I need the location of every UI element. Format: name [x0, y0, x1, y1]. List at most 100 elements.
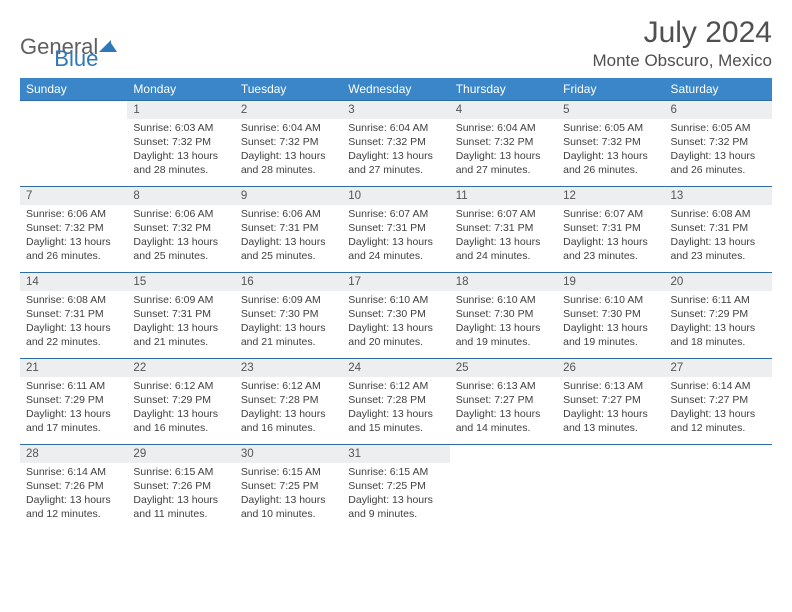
- day-number-cell: 27: [665, 359, 772, 377]
- weekday-header: Monday: [127, 78, 234, 101]
- daylight-line: Daylight: 13 hours and 26 minutes.: [26, 235, 121, 263]
- sunset-line: Sunset: 7:31 PM: [456, 221, 551, 235]
- day-detail-cell: [20, 119, 127, 187]
- daylight-line: Daylight: 13 hours and 19 minutes.: [456, 321, 551, 349]
- daylight-line: Daylight: 13 hours and 12 minutes.: [671, 407, 766, 435]
- daylight-line: Daylight: 13 hours and 18 minutes.: [671, 321, 766, 349]
- day-number-cell: 26: [557, 359, 664, 377]
- day-number-cell: 16: [235, 273, 342, 291]
- weekday-header: Friday: [557, 78, 664, 101]
- day-number-cell: 11: [450, 187, 557, 205]
- day-detail-row: Sunrise: 6:08 AMSunset: 7:31 PMDaylight:…: [20, 291, 772, 359]
- day-number-cell: 4: [450, 101, 557, 119]
- day-detail-row: Sunrise: 6:11 AMSunset: 7:29 PMDaylight:…: [20, 377, 772, 445]
- day-number-row: 78910111213: [20, 187, 772, 205]
- day-detail-cell: Sunrise: 6:07 AMSunset: 7:31 PMDaylight:…: [450, 205, 557, 273]
- day-number-cell: 22: [127, 359, 234, 377]
- day-detail-cell: Sunrise: 6:12 AMSunset: 7:28 PMDaylight:…: [342, 377, 449, 445]
- location-subtitle: Monte Obscuro, Mexico: [592, 51, 772, 71]
- daylight-line: Daylight: 13 hours and 14 minutes.: [456, 407, 551, 435]
- day-number-cell: [557, 445, 664, 463]
- sunrise-line: Sunrise: 6:07 AM: [456, 207, 551, 221]
- day-number-cell: 20: [665, 273, 772, 291]
- sunset-line: Sunset: 7:25 PM: [348, 479, 443, 493]
- title-block: July 2024 Monte Obscuro, Mexico: [592, 16, 772, 71]
- sunset-line: Sunset: 7:31 PM: [133, 307, 228, 321]
- calendar-table: Sunday Monday Tuesday Wednesday Thursday…: [20, 78, 772, 531]
- daylight-line: Daylight: 13 hours and 15 minutes.: [348, 407, 443, 435]
- day-detail-cell: Sunrise: 6:11 AMSunset: 7:29 PMDaylight:…: [665, 291, 772, 359]
- sunset-line: Sunset: 7:32 PM: [133, 221, 228, 235]
- day-detail-cell: Sunrise: 6:05 AMSunset: 7:32 PMDaylight:…: [557, 119, 664, 187]
- day-number-cell: 15: [127, 273, 234, 291]
- sunrise-line: Sunrise: 6:04 AM: [348, 121, 443, 135]
- day-detail-row: Sunrise: 6:14 AMSunset: 7:26 PMDaylight:…: [20, 463, 772, 531]
- day-number-row: 21222324252627: [20, 359, 772, 377]
- sunrise-line: Sunrise: 6:07 AM: [348, 207, 443, 221]
- day-detail-cell: Sunrise: 6:09 AMSunset: 7:30 PMDaylight:…: [235, 291, 342, 359]
- day-detail-cell: Sunrise: 6:09 AMSunset: 7:31 PMDaylight:…: [127, 291, 234, 359]
- day-detail-cell: Sunrise: 6:06 AMSunset: 7:31 PMDaylight:…: [235, 205, 342, 273]
- daylight-line: Daylight: 13 hours and 21 minutes.: [133, 321, 228, 349]
- day-number-cell: 23: [235, 359, 342, 377]
- sunrise-line: Sunrise: 6:10 AM: [456, 293, 551, 307]
- sunrise-line: Sunrise: 6:14 AM: [26, 465, 121, 479]
- daylight-line: Daylight: 13 hours and 22 minutes.: [26, 321, 121, 349]
- day-number-cell: 30: [235, 445, 342, 463]
- daylight-line: Daylight: 13 hours and 13 minutes.: [563, 407, 658, 435]
- sunset-line: Sunset: 7:32 PM: [348, 135, 443, 149]
- day-detail-cell: Sunrise: 6:06 AMSunset: 7:32 PMDaylight:…: [127, 205, 234, 273]
- day-detail-cell: Sunrise: 6:08 AMSunset: 7:31 PMDaylight:…: [665, 205, 772, 273]
- sunrise-line: Sunrise: 6:12 AM: [348, 379, 443, 393]
- sunset-line: Sunset: 7:29 PM: [133, 393, 228, 407]
- sunset-line: Sunset: 7:32 PM: [671, 135, 766, 149]
- day-detail-cell: [557, 463, 664, 531]
- sunset-line: Sunset: 7:25 PM: [241, 479, 336, 493]
- daylight-line: Daylight: 13 hours and 9 minutes.: [348, 493, 443, 521]
- day-detail-cell: Sunrise: 6:13 AMSunset: 7:27 PMDaylight:…: [450, 377, 557, 445]
- day-detail-cell: Sunrise: 6:06 AMSunset: 7:32 PMDaylight:…: [20, 205, 127, 273]
- day-detail-cell: Sunrise: 6:04 AMSunset: 7:32 PMDaylight:…: [450, 119, 557, 187]
- daylight-line: Daylight: 13 hours and 27 minutes.: [348, 149, 443, 177]
- day-detail-cell: [665, 463, 772, 531]
- daylight-line: Daylight: 13 hours and 19 minutes.: [563, 321, 658, 349]
- daylight-line: Daylight: 13 hours and 12 minutes.: [26, 493, 121, 521]
- sunrise-line: Sunrise: 6:06 AM: [241, 207, 336, 221]
- day-number-cell: 6: [665, 101, 772, 119]
- day-detail-cell: Sunrise: 6:14 AMSunset: 7:27 PMDaylight:…: [665, 377, 772, 445]
- day-number-cell: 8: [127, 187, 234, 205]
- day-number-cell: 14: [20, 273, 127, 291]
- daylight-line: Daylight: 13 hours and 10 minutes.: [241, 493, 336, 521]
- daylight-line: Daylight: 13 hours and 26 minutes.: [671, 149, 766, 177]
- day-number-cell: 24: [342, 359, 449, 377]
- sunrise-line: Sunrise: 6:13 AM: [563, 379, 658, 393]
- daylight-line: Daylight: 13 hours and 16 minutes.: [133, 407, 228, 435]
- day-number-cell: 12: [557, 187, 664, 205]
- day-number-cell: [665, 445, 772, 463]
- day-detail-cell: Sunrise: 6:07 AMSunset: 7:31 PMDaylight:…: [557, 205, 664, 273]
- day-number-cell: 31: [342, 445, 449, 463]
- sunset-line: Sunset: 7:29 PM: [671, 307, 766, 321]
- sunrise-line: Sunrise: 6:15 AM: [133, 465, 228, 479]
- day-number-row: 123456: [20, 101, 772, 119]
- daylight-line: Daylight: 13 hours and 28 minutes.: [241, 149, 336, 177]
- day-detail-cell: [450, 463, 557, 531]
- weekday-header: Saturday: [665, 78, 772, 101]
- sunset-line: Sunset: 7:32 PM: [26, 221, 121, 235]
- sunrise-line: Sunrise: 6:12 AM: [133, 379, 228, 393]
- sunset-line: Sunset: 7:32 PM: [563, 135, 658, 149]
- day-number-cell: 13: [665, 187, 772, 205]
- day-detail-cell: Sunrise: 6:03 AMSunset: 7:32 PMDaylight:…: [127, 119, 234, 187]
- day-detail-cell: Sunrise: 6:15 AMSunset: 7:26 PMDaylight:…: [127, 463, 234, 531]
- day-number-cell: 5: [557, 101, 664, 119]
- sunset-line: Sunset: 7:28 PM: [241, 393, 336, 407]
- day-detail-cell: Sunrise: 6:10 AMSunset: 7:30 PMDaylight:…: [450, 291, 557, 359]
- sunrise-line: Sunrise: 6:10 AM: [348, 293, 443, 307]
- day-number-cell: [20, 101, 127, 119]
- sunrise-line: Sunrise: 6:08 AM: [26, 293, 121, 307]
- weekday-header: Sunday: [20, 78, 127, 101]
- daylight-line: Daylight: 13 hours and 23 minutes.: [671, 235, 766, 263]
- daylight-line: Daylight: 13 hours and 28 minutes.: [133, 149, 228, 177]
- day-number-row: 14151617181920: [20, 273, 772, 291]
- daylight-line: Daylight: 13 hours and 27 minutes.: [456, 149, 551, 177]
